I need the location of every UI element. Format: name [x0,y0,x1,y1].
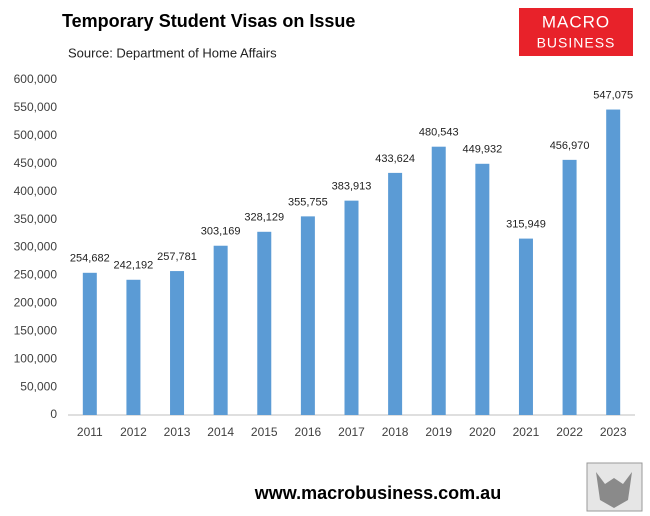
value-label: 547,075 [593,89,633,101]
bar [300,216,315,415]
x-tick-label: 2023 [600,425,627,439]
bar [518,238,533,415]
value-label: 254,682 [70,253,110,265]
value-label: 242,192 [114,260,154,272]
bar [213,245,228,415]
y-tick-label: 200,000 [14,296,58,310]
logo-text: BUSINESS [537,35,616,51]
x-tick-label: 2013 [164,425,191,439]
y-tick-label: 300,000 [14,240,58,254]
y-tick-label: 150,000 [14,323,58,337]
value-label: 456,970 [550,140,590,152]
x-tick-label: 2014 [207,425,234,439]
y-tick-label: 450,000 [14,156,58,170]
x-tick-label: 2020 [469,425,496,439]
value-label: 480,543 [419,127,459,139]
bar [562,159,577,415]
y-tick-label: 600,000 [14,72,58,86]
y-tick-label: 100,000 [14,351,58,365]
x-tick-label: 2015 [251,425,278,439]
y-tick-label: 500,000 [14,128,58,142]
chart-subtitle: Source: Department of Home Affairs [68,45,277,60]
value-label: 383,913 [332,181,372,193]
y-tick-label: 550,000 [14,100,58,114]
value-label: 355,755 [288,196,328,208]
value-label: 328,129 [244,212,284,224]
bar [257,231,272,415]
x-tick-label: 2022 [556,425,583,439]
bar [475,163,490,415]
bar [344,200,359,415]
bar [170,271,185,415]
bar [388,172,403,415]
x-tick-label: 2016 [295,425,322,439]
bar [82,272,97,415]
y-tick-label: 350,000 [14,212,58,226]
y-tick-label: 400,000 [14,184,58,198]
value-label: 433,624 [375,153,415,165]
y-tick-label: 50,000 [20,379,57,393]
y-tick-label: 250,000 [14,268,58,282]
y-tick-label: 0 [50,407,57,421]
logo-box [519,8,633,56]
x-tick-label: 2017 [338,425,365,439]
footer: www.macrobusiness.com.au [254,483,501,503]
wolf-icon [596,472,632,508]
bar [431,146,446,415]
x-tick-label: 2011 [77,425,103,439]
chart-title: Temporary Student Visas on Issue [62,11,355,31]
bar [606,109,621,415]
value-label: 315,949 [506,219,546,231]
value-label: 449,932 [462,144,502,156]
bar [126,279,141,415]
logo-text: MACRO [542,12,610,31]
x-tick-label: 2019 [425,425,452,439]
value-label: 303,169 [201,226,241,238]
x-tick-label: 2012 [120,425,147,439]
x-tick-label: 2018 [382,425,409,439]
x-tick-label: 2021 [513,425,540,439]
value-label: 257,781 [157,251,197,263]
